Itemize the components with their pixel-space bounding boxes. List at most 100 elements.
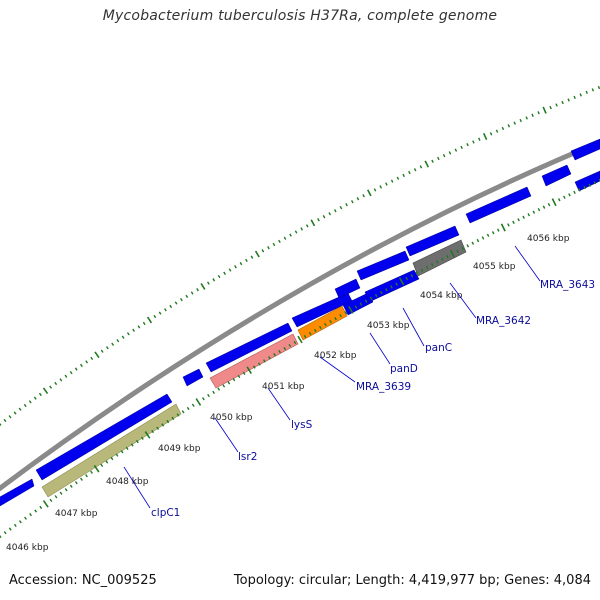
minor-tick [85,360,89,364]
gene-lysS[interactable] [209,333,299,389]
minor-tick [531,113,534,117]
minor-tick [261,249,265,253]
minor-tick [373,188,377,192]
minor-tick [440,257,444,261]
minor-tick [308,331,312,336]
minor-tick [557,198,561,202]
major-tick [551,198,557,207]
minor-tick [537,207,541,212]
minor-tick [161,423,165,427]
leader-line [319,356,356,383]
major-tick [424,160,430,168]
minor-tick [329,319,332,324]
gene-forward[interactable] [405,225,460,257]
minor-tick [588,183,592,187]
gene-label-clpC1[interactable]: clpC1 [151,507,180,519]
minor-tick [90,356,94,360]
minor-tick [115,453,119,457]
minor-tick [333,209,337,213]
minor-tick [272,242,276,247]
minor-tick [437,156,440,161]
minor-tick [561,100,564,105]
gene-reverse[interactable] [364,269,420,303]
major-tick [200,282,206,290]
gene-forward[interactable] [205,322,293,373]
minor-tick [8,527,12,531]
gene-label-MRA_3642[interactable]: MRA_3642 [476,315,531,327]
minor-tick [202,397,205,401]
minor-tick [454,148,458,152]
minor-tick [527,213,531,217]
major-tick [310,219,316,227]
minor-tick [121,335,125,339]
minor-tick [567,98,570,102]
minor-tick [90,470,93,474]
gene-label-panD[interactable]: panD [390,363,418,375]
minor-tick [100,463,104,467]
minor-tick [591,88,595,92]
gene-MRA_3639[interactable] [297,305,348,341]
ruler-label: 4049 kbp [158,444,201,454]
minor-tick [142,321,146,326]
minor-tick [385,288,388,292]
minor-tick [466,142,469,147]
gene-forward[interactable] [574,170,600,192]
gene-label-MRA_3639[interactable]: MRA_3639 [356,381,411,393]
minor-tick [379,185,383,189]
minor-tick [390,179,394,183]
minor-tick [232,378,236,382]
minor-tick [369,296,373,300]
gene-clpC1[interactable] [41,403,182,498]
gene-forward[interactable] [541,164,572,187]
gene-label-lsr2[interactable]: lsr2 [238,451,257,463]
minor-tick [420,268,424,272]
minor-tick [245,258,248,263]
minor-tick [283,236,287,240]
minor-tick [408,170,411,175]
minor-tick [396,176,400,180]
major-tick [144,431,151,439]
gene-forward[interactable] [35,393,173,481]
forward-strand-genes [0,138,600,507]
leader-line [123,466,151,509]
gene-forward[interactable] [570,138,600,161]
minor-tick [85,474,88,478]
minor-tick [305,224,309,228]
minor-tick [212,390,215,394]
gene-forward[interactable] [0,478,35,507]
minor-tick [0,423,2,426]
gene-label-panC[interactable]: panC [425,342,452,354]
gene-forward[interactable] [465,186,532,224]
major-tick [542,106,547,114]
gene-label-MRA_3643[interactable]: MRA_3643 [540,279,595,291]
minor-tick [39,505,43,510]
minor-tick [496,228,500,232]
minor-tick [54,381,58,386]
minor-tick [573,190,576,194]
map-title: Mycobacterium tuberculosis H37Ra, comple… [102,8,498,24]
minor-tick [294,230,298,234]
minor-tick [164,308,167,312]
minor-tick [190,291,194,295]
minor-tick [250,255,254,259]
minor-tick [374,293,378,298]
minor-tick [460,145,463,150]
minor-tick [585,90,588,95]
genome-summary-text: Topology: circular; Length: 4,419,977 bp… [233,573,591,588]
minor-tick [313,328,317,333]
ruler-label: 4055 kbp [473,262,516,272]
gene-label-lysS[interactable]: lysS [291,419,313,431]
minor-tick [339,205,343,210]
gene-forward[interactable] [334,278,361,299]
minor-tick [120,450,124,454]
minor-tick [166,419,170,424]
minor-tick [223,271,226,275]
leader-line [449,282,477,319]
minor-tick [171,416,175,420]
minor-tick [0,535,2,539]
minor-tick [49,385,53,389]
gene-forward[interactable] [182,368,204,387]
minor-tick [206,281,210,285]
minor-tick [169,304,173,309]
gene-forward[interactable] [356,250,410,281]
